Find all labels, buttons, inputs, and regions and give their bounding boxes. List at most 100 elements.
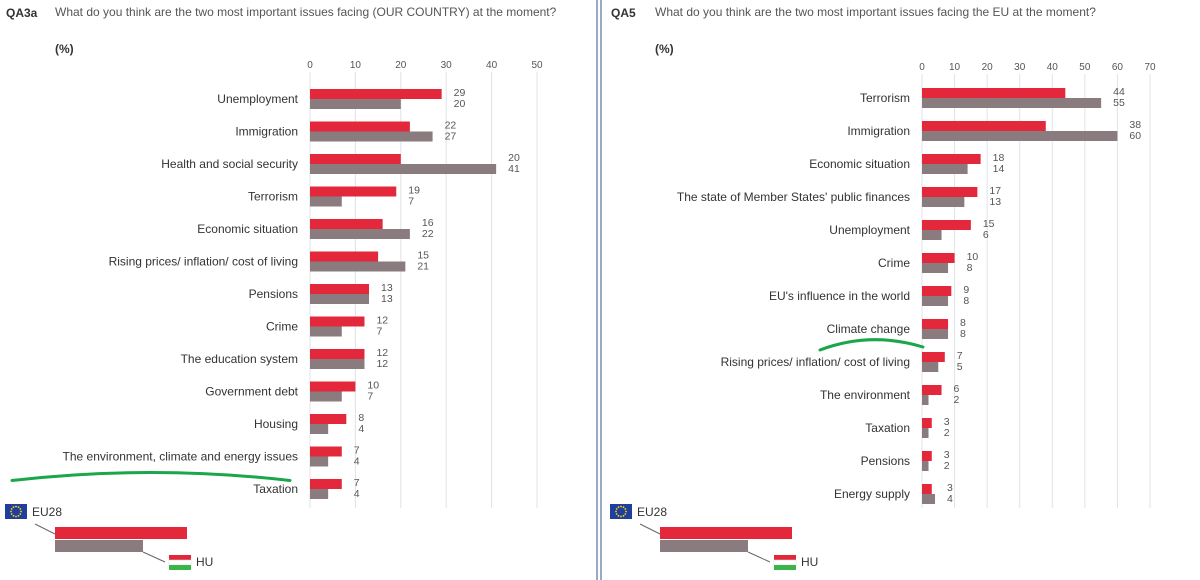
category-label-pensions: Pensions [861,454,910,468]
eu-flag-star [617,506,620,509]
unit-label: (%) [655,42,674,56]
value-label-hu: 13 [989,196,1001,208]
value-label-hu: 20 [454,98,466,110]
bar-eu28-taxation [310,479,342,489]
value-label-eu28: 12 [376,347,388,359]
question-text: What do you think are the two most impor… [655,5,1096,19]
category-label-pensions: Pensions [249,287,298,301]
eu-flag-star [615,508,618,510]
category-label-housing: Housing [254,417,298,431]
unit-label: (%) [55,42,74,56]
highlight-underline-annotation [818,338,925,352]
value-label-hu: 7 [376,326,382,338]
category-label-eu-s-influence-in-the-world: EU's influence in the world [769,289,910,303]
tick-label: 70 [1144,62,1156,73]
bar-hu-crime [310,326,342,337]
value-label-eu28: 17 [989,185,1001,197]
value-label-hu: 4 [354,488,360,500]
eu-flag-icon [610,504,632,519]
value-label-hu: 7 [408,196,414,208]
eu-flag-star [19,513,22,515]
bar-hu-economic-situation [310,229,410,239]
bar-hu-housing [310,424,329,434]
value-label-eu28: 3 [947,482,953,494]
value-label-hu: 21 [417,261,429,273]
tick-label: 40 [1047,62,1059,73]
legend-swatch-eu28 [55,527,187,539]
value-label-eu28: 7 [354,445,360,457]
value-label-hu: 27 [445,131,457,143]
value-label-eu28: 13 [381,282,393,294]
tick-label: 20 [395,60,407,71]
panel-separator [596,0,602,580]
category-label-unemployment: Unemployment [217,92,298,106]
bar-hu-immigration [310,131,433,142]
value-label-eu28: 19 [408,185,420,197]
value-label-hu: 8 [963,295,969,307]
eu-flag-star [624,513,627,515]
value-label-eu28: 7 [354,477,360,489]
bar-eu28-taxation [922,418,932,428]
legend-connector [639,523,661,535]
eu-flag-star [620,515,622,518]
tick-label: 30 [441,60,453,71]
eu-flag-star [19,508,22,510]
eu-flag-star [17,514,20,517]
eu-flag-star [617,514,620,517]
bar-hu-unemployment [922,230,942,240]
category-label-immigration: Immigration [847,124,910,138]
bar-eu28-the-environment-climate-and-energy-issues [310,446,342,457]
category-label-unemployment: Unemployment [829,223,910,237]
value-label-eu28: 12 [376,315,388,327]
category-label-government-debt: Government debt [205,385,298,399]
value-label-eu28: 9 [963,284,969,296]
eu-flag-star [620,505,622,508]
bar-hu-government-debt [310,391,342,402]
bar-hu-eu-s-influence-in-the-world [922,296,949,306]
bar-eu28-unemployment [310,89,442,99]
eu-flag-star [625,510,627,513]
bar-hu-pensions [922,461,929,471]
value-label-hu: 2 [954,394,960,406]
eu-flag-star [10,510,12,513]
value-label-eu28: 22 [445,120,457,132]
bar-hu-health-and-social-security [310,164,497,174]
value-label-eu28: 10 [967,251,979,263]
eu-flag-icon [5,504,27,519]
bar-eu28-rising-prices-inflation-cost-of-living [922,352,945,362]
bar-eu28-immigration [310,121,410,132]
legend-eu28-label: EU28 [32,505,62,519]
eu-flag-star [15,505,17,508]
bar-eu28-the-state-of-member-states-public-finances [922,187,978,197]
bar-hu-rising-prices-inflation-cost-of-living [310,261,406,272]
value-label-hu: 4 [354,456,360,468]
category-label-the-environment-climate-and-energy-issues: The environment, climate and energy issu… [63,450,298,464]
category-label-crime: Crime [266,320,298,334]
question-text: What do you think are the two most impor… [55,5,557,19]
value-label-hu: 2 [944,427,950,439]
category-label-crime: Crime [878,256,910,270]
question-id: QA3a [6,6,38,20]
value-label-hu: 41 [508,163,520,175]
hu-flag-icon [774,555,796,560]
eu-flag-star [12,506,15,509]
value-label-hu: 55 [1113,97,1125,109]
bar-eu28-housing [310,414,347,424]
bar-eu28-terrorism [310,186,397,197]
legend-connector [142,551,166,563]
bar-eu28-health-and-social-security [310,154,401,164]
legend-swatch-hu [55,540,143,552]
question-id: QA5 [611,6,636,20]
highlight-underline-annotation [10,471,292,482]
bar-hu-immigration [922,131,1118,141]
eu-flag-star [622,514,625,517]
value-label-eu28: 18 [993,152,1005,164]
tick-label: 10 [949,62,961,73]
value-label-eu28: 8 [358,412,364,424]
bar-eu28-the-education-system [310,349,365,359]
value-label-eu28: 7 [957,350,963,362]
category-label-the-education-system: The education system [181,352,298,366]
value-label-eu28: 15 [983,218,995,230]
chart-panel-qa5: QA5 What do you think are the two most i… [605,0,1200,580]
